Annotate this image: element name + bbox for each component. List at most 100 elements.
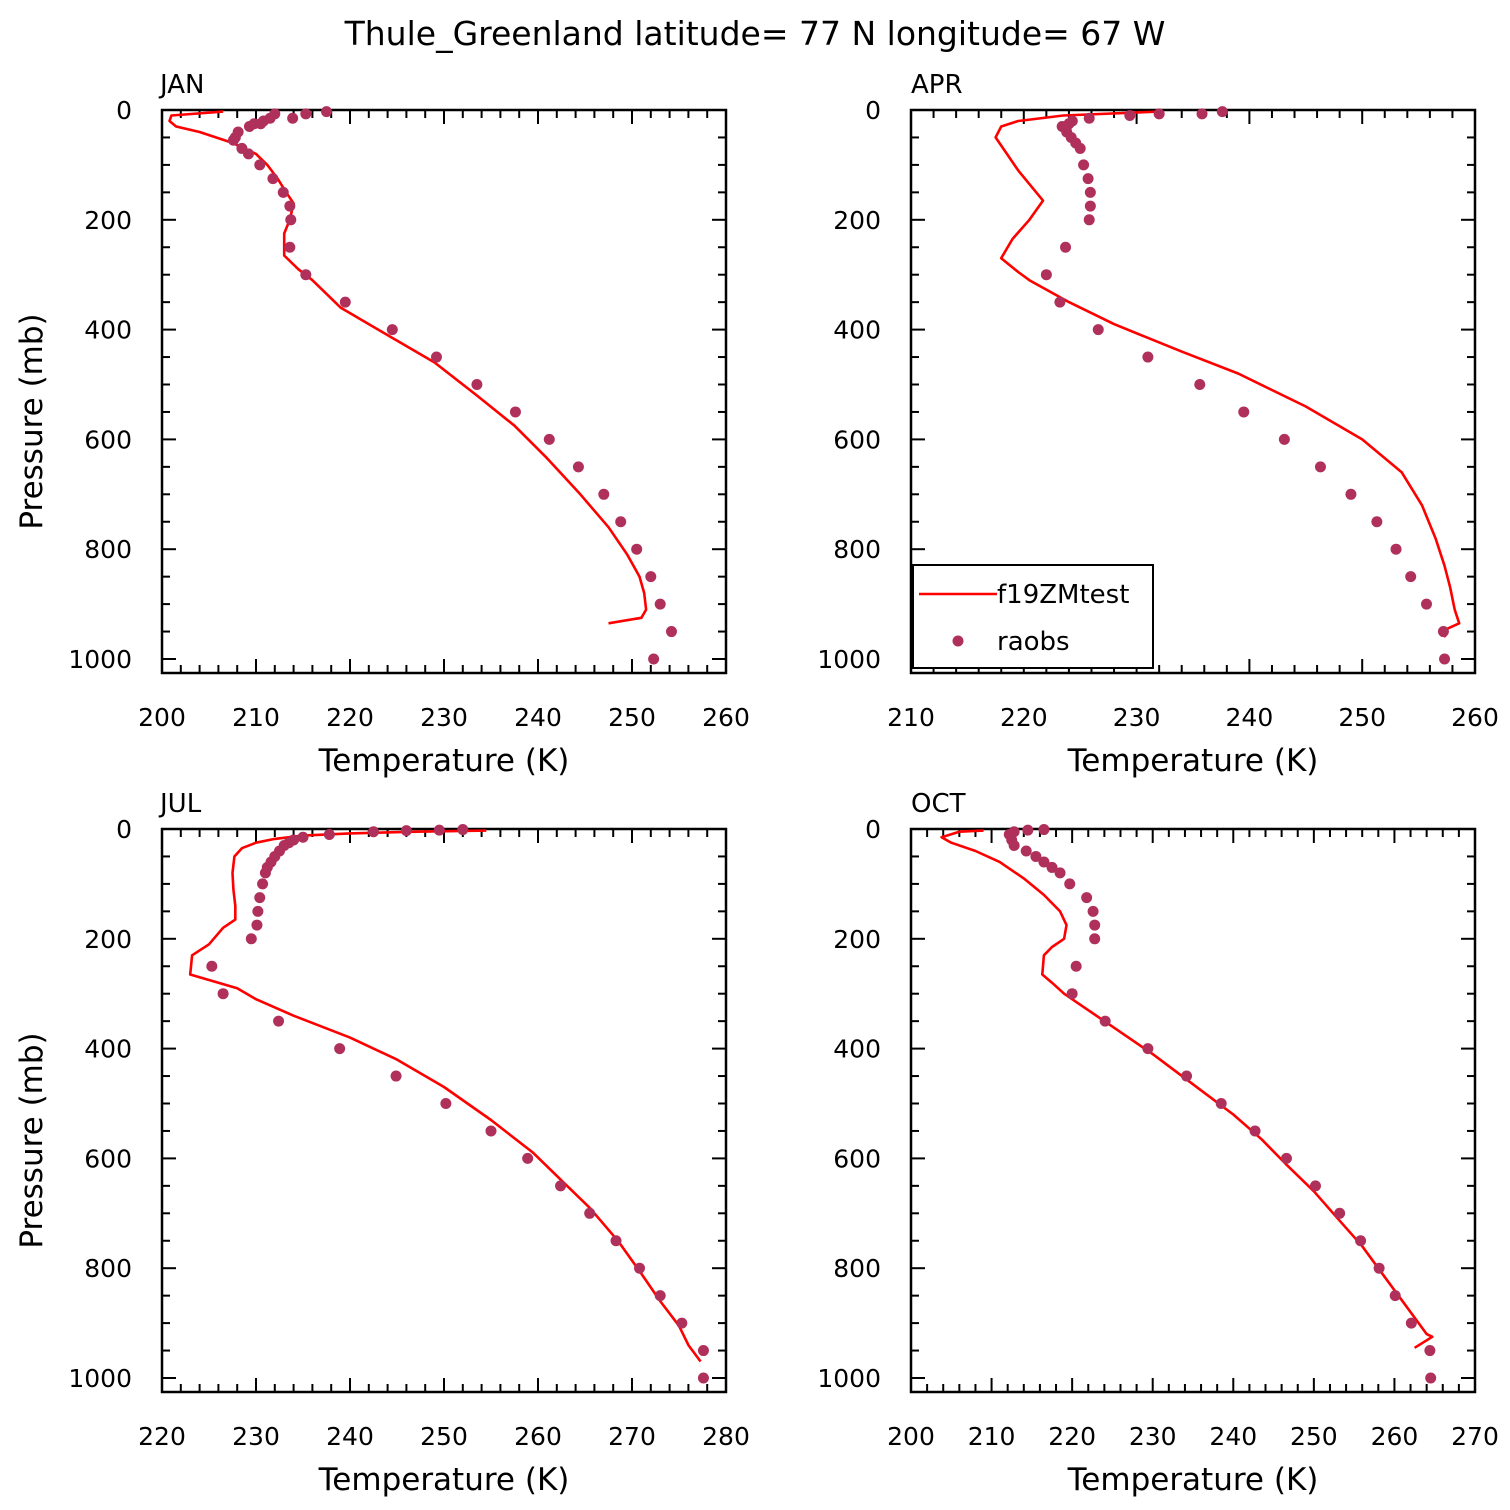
- raob-point: [277, 186, 289, 198]
- raob-point: [1334, 1207, 1346, 1219]
- x-tick-label: 270: [1451, 1422, 1499, 1451]
- raob-point: [1142, 351, 1154, 363]
- x-tick-label: 240: [326, 1422, 374, 1451]
- x-tick-label: 210: [232, 703, 280, 732]
- y-tick-label: 0: [865, 815, 881, 844]
- raob-point: [1389, 1290, 1401, 1302]
- y-tick-label: 600: [84, 1144, 132, 1173]
- model-profile-line: [168, 110, 648, 625]
- x-tick-label: 240: [1209, 1422, 1257, 1451]
- raob-point: [645, 571, 657, 583]
- raob-point: [1124, 109, 1136, 121]
- raob-point: [1084, 200, 1096, 212]
- legend-label-model: f19ZMtest: [997, 580, 1129, 610]
- raob-point: [1046, 861, 1058, 873]
- raob-point: [1278, 433, 1290, 445]
- raob-point: [1087, 905, 1099, 917]
- raob-point: [386, 324, 398, 336]
- x-tick-label: 270: [608, 1422, 656, 1451]
- panel-label: JUL: [158, 789, 202, 819]
- x-axis-title: Temperature (K): [1067, 1462, 1319, 1498]
- raob-point: [1238, 406, 1250, 418]
- x-tick-label: 260: [514, 1422, 562, 1451]
- x-tick-label: 250: [1290, 1422, 1338, 1451]
- raob-point: [1084, 186, 1096, 198]
- raob-point: [1309, 1180, 1321, 1192]
- x-tick-label: 230: [1129, 1422, 1177, 1451]
- x-tick-label: 220: [1000, 703, 1048, 732]
- legend: f19ZMtest raobs: [912, 564, 1154, 669]
- x-tick-label: 280: [702, 1422, 750, 1451]
- raob-point: [285, 214, 297, 226]
- y-tick-label: 400: [833, 1035, 881, 1064]
- x-tick-label: 250: [608, 703, 656, 732]
- y-tick-label: 0: [116, 96, 132, 125]
- raob-point: [1064, 878, 1076, 890]
- raob-point: [485, 1125, 497, 1137]
- x-tick-label: 220: [326, 703, 374, 732]
- raob-point: [471, 379, 483, 390]
- raob-point: [654, 1290, 666, 1302]
- x-tick-label: 230: [420, 703, 468, 732]
- raob-point: [206, 960, 218, 972]
- x-tick-label: 230: [232, 1422, 280, 1451]
- x-axis-title: Temperature (K): [318, 1462, 570, 1498]
- raob-point: [1249, 1125, 1261, 1137]
- raob-point: [257, 878, 269, 890]
- raob-point: [321, 106, 332, 118]
- x-axis-title: Temperature (K): [1067, 743, 1319, 779]
- plot-frame: [909, 827, 1477, 1394]
- raob-point: [509, 406, 521, 418]
- raob-point: [287, 112, 299, 124]
- raob-point: [1066, 988, 1078, 1000]
- x-tick-label: 260: [1451, 703, 1499, 732]
- raob-point: [1099, 1015, 1111, 1027]
- raob-point: [1008, 839, 1020, 851]
- x-tick-label: 260: [702, 703, 750, 732]
- raob-point: [1280, 1152, 1292, 1164]
- y-tick-label: 200: [833, 206, 881, 235]
- x-tick-label: 220: [1048, 1422, 1096, 1451]
- y-tick-label: 0: [116, 815, 132, 844]
- x-tick-label: 250: [420, 1422, 468, 1451]
- raob-point: [610, 1235, 622, 1247]
- y-tick-label: 200: [833, 925, 881, 954]
- raob-point: [1194, 379, 1206, 390]
- raob-point: [1074, 142, 1086, 154]
- plot-frame: [160, 827, 728, 1394]
- raob-point: [227, 134, 239, 146]
- panel-label: OCT: [911, 789, 966, 819]
- model-profile-line: [940, 829, 1434, 1349]
- raob-point: [1196, 108, 1208, 120]
- legend-marker-swatch: [952, 635, 964, 647]
- raob-point: [631, 543, 643, 555]
- raob-point: [368, 826, 379, 838]
- y-axis-title: Pressure (mb): [14, 313, 50, 529]
- raob-point: [1345, 488, 1357, 500]
- raob-point: [1083, 112, 1095, 124]
- raob-point: [433, 824, 445, 836]
- x-tick-label: 200: [887, 1422, 935, 1451]
- raob-point: [615, 516, 627, 528]
- y-tick-label: 800: [84, 535, 132, 564]
- y-tick-label: 1000: [817, 645, 881, 674]
- raob-point: [654, 598, 666, 610]
- raob-point: [300, 108, 312, 120]
- raob-point: [1314, 461, 1326, 473]
- raob-point: [284, 200, 296, 212]
- raob-point: [1089, 933, 1101, 945]
- raob-point: [555, 1180, 567, 1192]
- y-tick-label: 600: [833, 1144, 881, 1173]
- raob-point: [254, 159, 266, 171]
- y-tick-label: 1000: [68, 645, 132, 674]
- y-tick-label: 1000: [817, 1364, 881, 1393]
- raob-point: [1424, 1345, 1436, 1357]
- raob-point: [648, 653, 660, 665]
- raob-point: [242, 148, 254, 160]
- raob-point: [339, 296, 351, 308]
- raob-point: [430, 351, 442, 363]
